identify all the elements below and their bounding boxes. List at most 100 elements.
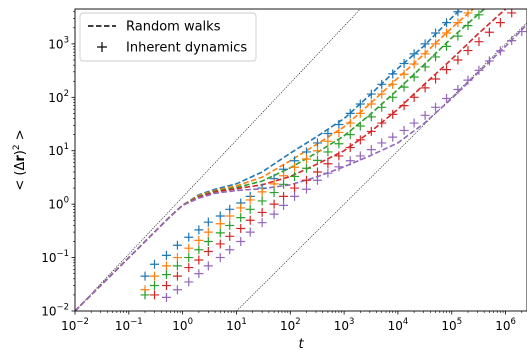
inherent-point-s1-21 bbox=[355, 99, 365, 109]
inherent-point-s1-4 bbox=[172, 240, 182, 250]
inherent-point-s4-4 bbox=[184, 263, 194, 273]
inherent-point-s3-31 bbox=[463, 21, 473, 31]
inherent-point-s5-31 bbox=[484, 56, 494, 66]
y-tick-label: 10−1 bbox=[41, 249, 69, 265]
inherent-point-s1-24 bbox=[388, 69, 398, 79]
inherent-point-s2-7 bbox=[203, 227, 213, 237]
inherent-point-s4-29 bbox=[453, 55, 463, 65]
x-tick-label: 104 bbox=[388, 317, 409, 333]
inherent-point-s5-27 bbox=[442, 94, 452, 104]
inherent-point-s5-15 bbox=[312, 175, 322, 185]
inherent-point-s1-18 bbox=[323, 129, 333, 139]
legend-label-inherent-dynamics: Inherent dynamics bbox=[126, 41, 247, 56]
inherent-point-s4-10 bbox=[245, 215, 255, 225]
inherent-point-s5-16 bbox=[323, 168, 333, 178]
inherent-point-s1-3 bbox=[161, 250, 171, 260]
inherent-point-s5-11 bbox=[269, 209, 279, 219]
inherent-point-s2-13 bbox=[269, 179, 279, 189]
inherent-point-s1-28 bbox=[431, 28, 441, 38]
legend-box bbox=[79, 12, 257, 62]
inherent-point-s2-23 bbox=[377, 89, 387, 99]
inherent-point-s5-21 bbox=[377, 138, 387, 148]
inherent-point-s5-25 bbox=[420, 110, 430, 120]
inherent-point-s3-15 bbox=[290, 171, 300, 181]
inherent-point-s2-28 bbox=[431, 39, 441, 49]
inherent-point-s4-2 bbox=[161, 281, 171, 291]
random-walk-line-2 bbox=[75, 9, 474, 311]
inherent-point-s2-12 bbox=[257, 187, 267, 197]
legend-label-random-walks: Random walks bbox=[126, 20, 221, 35]
inherent-point-s3-6 bbox=[194, 245, 204, 255]
inherent-point-s2-30 bbox=[453, 18, 463, 28]
inherent-point-s3-20 bbox=[345, 130, 355, 140]
y-axis-label: < (Δr)2 > bbox=[12, 129, 28, 190]
inherent-point-s4-24 bbox=[399, 101, 409, 111]
x-tick-label: 106 bbox=[495, 317, 516, 333]
inherent-point-s5-24 bbox=[409, 118, 419, 128]
x-tick-label: 100 bbox=[172, 317, 193, 333]
inherent-point-s5-4 bbox=[194, 269, 204, 279]
legend-marker-inherent-dynamics bbox=[97, 42, 107, 52]
inherent-point-s3-30 bbox=[453, 31, 463, 41]
inherent-point-s4-22 bbox=[377, 118, 387, 128]
inherent-point-s3-27 bbox=[420, 62, 430, 72]
inherent-point-s5-14 bbox=[301, 184, 311, 194]
inherent-point-s1-26 bbox=[409, 49, 419, 59]
inherent-point-s3-26 bbox=[409, 72, 419, 82]
y-tick-label: 10−2 bbox=[41, 303, 69, 319]
inherent-point-s3-12 bbox=[257, 196, 267, 206]
inherent-point-s1-20 bbox=[345, 108, 355, 118]
inherent-point-s2-6 bbox=[194, 235, 204, 245]
y-tick-label: 102 bbox=[48, 89, 69, 105]
inherent-point-s4-30 bbox=[463, 46, 473, 56]
inherent-point-s4-27 bbox=[431, 74, 441, 84]
inherent-point-s4-26 bbox=[420, 83, 430, 93]
x-tick-label: 102 bbox=[280, 317, 301, 333]
inherent-point-s1-7 bbox=[203, 217, 213, 227]
inherent-point-s4-25 bbox=[409, 92, 419, 102]
inherent-point-s2-9 bbox=[225, 211, 235, 221]
inherent-point-s3-9 bbox=[225, 220, 235, 230]
inherent-point-s5-7 bbox=[225, 245, 235, 255]
inherent-point-s2-5 bbox=[184, 243, 194, 253]
inherent-point-s5-2 bbox=[172, 285, 182, 295]
x-tick-label: 103 bbox=[334, 317, 355, 333]
inherent-point-s2-15 bbox=[290, 162, 300, 172]
inherent-point-s3-7 bbox=[203, 236, 213, 246]
inherent-point-s3-2 bbox=[150, 281, 160, 291]
inherent-point-s5-33 bbox=[507, 36, 517, 46]
inherent-point-s3-3 bbox=[161, 270, 171, 280]
inherent-point-s3-13 bbox=[269, 188, 279, 198]
inherent-point-s1-22 bbox=[366, 89, 376, 99]
inherent-point-s4-18 bbox=[334, 151, 344, 161]
axis-ticks: 10−2 10−1 100 101 102 103 104 105 106 10−2 10−1 100… bbox=[41, 11, 523, 333]
inherent-point-s4-12 bbox=[269, 199, 279, 209]
inherent-point-s5-34 bbox=[517, 27, 527, 37]
inherent-point-s5-32 bbox=[495, 46, 505, 56]
y-tick-label: 103 bbox=[48, 35, 69, 51]
inherent-point-s3-11 bbox=[245, 204, 255, 214]
inherent-point-s5-29 bbox=[463, 75, 473, 85]
inherent-point-s2-3 bbox=[161, 261, 171, 271]
inherent-point-s3-1 bbox=[140, 290, 150, 300]
inherent-point-s4-5 bbox=[194, 255, 204, 265]
random-walk-line-1 bbox=[75, 9, 462, 311]
inherent-point-s1-29 bbox=[442, 18, 452, 28]
inherent-point-s4-9 bbox=[236, 224, 246, 234]
inherent-point-s5-10 bbox=[257, 218, 267, 228]
inherent-point-s3-28 bbox=[431, 52, 441, 62]
inherent-point-s2-14 bbox=[279, 171, 289, 181]
x-tick-label: 10−2 bbox=[61, 317, 89, 333]
inherent-point-s4-16 bbox=[312, 167, 322, 177]
inherent-point-s5-17 bbox=[334, 162, 344, 172]
inherent-point-s2-24 bbox=[388, 79, 398, 89]
inherent-point-s5-26 bbox=[431, 102, 441, 112]
inherent-point-s3-32 bbox=[474, 10, 484, 20]
inherent-point-s1-5 bbox=[184, 232, 194, 242]
inherent-point-s5-30 bbox=[474, 65, 484, 75]
inherent-point-s5-1 bbox=[161, 292, 171, 302]
y-tick-label: 101 bbox=[48, 142, 69, 158]
inherent-point-s2-11 bbox=[245, 195, 255, 205]
inherent-point-s3-21 bbox=[355, 121, 365, 131]
plot-data-layer bbox=[75, 9, 527, 311]
